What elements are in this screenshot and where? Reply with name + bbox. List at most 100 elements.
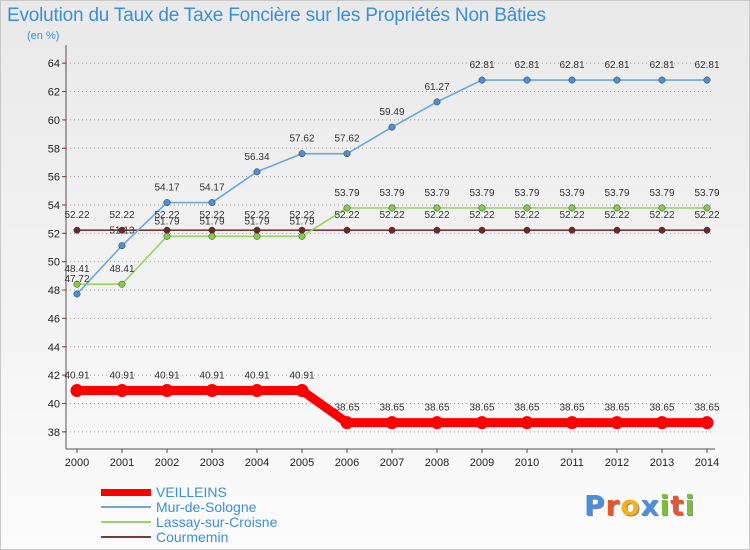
point-lassay-sur-croisne-2013 bbox=[658, 204, 666, 212]
point-veilleins-2011 bbox=[565, 416, 579, 430]
point-lassay-sur-croisne-2003 bbox=[208, 232, 216, 240]
legend-item-mur-de-sologne[interactable]: Mur-de-Sologne bbox=[101, 500, 321, 515]
data-label-veilleins-2002: 40.91 bbox=[154, 371, 179, 382]
legend-item-veilleins[interactable]: VEILLEINS bbox=[101, 485, 321, 500]
point-lassay-sur-croisne-2007 bbox=[388, 204, 396, 212]
y-tick-label-62: 62 bbox=[48, 87, 60, 99]
point-veilleins-2004 bbox=[250, 384, 264, 398]
point-courmemin-2004 bbox=[253, 226, 261, 234]
point-mur-de-sologne-2004 bbox=[253, 168, 261, 176]
point-courmemin-2005 bbox=[298, 226, 306, 234]
data-label-lassay-sur-croisne-2003: 51.79 bbox=[199, 216, 224, 227]
point-mur-de-sologne-2000 bbox=[73, 290, 81, 298]
data-label-veilleins-2012: 38.65 bbox=[604, 403, 629, 414]
point-veilleins-2000 bbox=[70, 384, 84, 398]
data-label-mur-de-sologne-2005: 57.62 bbox=[289, 134, 314, 145]
data-label-mur-de-sologne-2009: 62.81 bbox=[469, 60, 494, 71]
point-lassay-sur-croisne-2000 bbox=[73, 280, 81, 288]
legend-swatch-courmemin bbox=[101, 536, 151, 538]
x-tick-label-2014: 2014 bbox=[695, 457, 719, 469]
data-label-mur-de-sologne-2010: 62.81 bbox=[514, 60, 539, 71]
point-lassay-sur-croisne-2012 bbox=[613, 204, 621, 212]
data-label-courmemin-2009: 52.22 bbox=[469, 210, 494, 221]
x-tick-label-2010: 2010 bbox=[515, 457, 539, 469]
x-tick-label-2004: 2004 bbox=[245, 457, 269, 469]
data-label-veilleins-2004: 40.91 bbox=[244, 371, 269, 382]
point-courmemin-2011 bbox=[568, 226, 576, 234]
point-courmemin-2006 bbox=[343, 226, 351, 234]
data-label-lassay-sur-croisne-2002: 51.79 bbox=[154, 216, 179, 227]
data-label-veilleins-2006: 38.65 bbox=[334, 403, 359, 414]
logo-letter: x bbox=[640, 489, 660, 522]
data-label-veilleins-2011: 38.65 bbox=[559, 403, 584, 414]
data-label-lassay-sur-croisne-2001: 48.41 bbox=[109, 264, 134, 275]
data-label-lassay-sur-croisne-2009: 53.79 bbox=[469, 188, 494, 199]
point-mur-de-sologne-2006 bbox=[343, 150, 351, 158]
data-label-mur-de-sologne-2008: 61.27 bbox=[424, 82, 449, 93]
data-label-veilleins-2003: 40.91 bbox=[199, 371, 224, 382]
legend-swatch-lassay-sur-croisne bbox=[101, 521, 151, 523]
data-label-mur-de-sologne-2002: 54.17 bbox=[154, 183, 179, 194]
data-label-courmemin-2013: 52.22 bbox=[649, 210, 674, 221]
data-label-lassay-sur-croisne-2004: 51.79 bbox=[244, 216, 269, 227]
data-label-mur-de-sologne-2001: 51.13 bbox=[109, 226, 134, 237]
point-lassay-sur-croisne-2001 bbox=[118, 280, 126, 288]
data-label-courmemin-2004: 52.22 bbox=[244, 210, 269, 221]
point-veilleins-2010 bbox=[520, 416, 534, 430]
point-mur-de-sologne-2005 bbox=[298, 150, 306, 158]
axis-layer: 38 40 42 44 46 48 50 52 54 56 58 60 62 64 2000 2001 2002… bbox=[48, 45, 719, 469]
point-courmemin-2001 bbox=[118, 226, 126, 234]
data-label-veilleins-2010: 38.65 bbox=[514, 403, 539, 414]
y-tick-label-50: 50 bbox=[48, 257, 60, 269]
data-label-mur-de-sologne-2004: 56.34 bbox=[244, 152, 269, 163]
data-label-mur-de-sologne-2011: 62.81 bbox=[559, 60, 584, 71]
point-veilleins-2012 bbox=[610, 416, 624, 430]
y-tick-label-38: 38 bbox=[48, 427, 60, 439]
legend-item-lassay-sur-croisne[interactable]: Lassay-sur-Croisne bbox=[101, 515, 321, 530]
data-label-lassay-sur-croisne-2010: 53.79 bbox=[514, 188, 539, 199]
x-tick-label-2006: 2006 bbox=[335, 457, 359, 469]
legend-swatch-veilleins bbox=[101, 489, 151, 496]
data-label-courmemin-2002: 52.22 bbox=[154, 210, 179, 221]
logo-letter: i bbox=[684, 489, 696, 522]
x-tick-label-2013: 2013 bbox=[650, 457, 674, 469]
logo-letter: r bbox=[605, 489, 621, 522]
data-label-veilleins-2005: 40.91 bbox=[289, 371, 314, 382]
data-label-courmemin-2005: 52.22 bbox=[289, 210, 314, 221]
data-label-mur-de-sologne-2013: 62.81 bbox=[649, 60, 674, 71]
point-mur-de-sologne-2014 bbox=[703, 76, 711, 84]
point-mur-de-sologne-2002 bbox=[163, 199, 171, 207]
point-veilleins-2013 bbox=[655, 416, 669, 430]
data-label-courmemin-2003: 52.22 bbox=[199, 210, 224, 221]
data-label-lassay-sur-croisne-2005: 51.79 bbox=[289, 216, 314, 227]
data-label-veilleins-2008: 38.65 bbox=[424, 403, 449, 414]
point-mur-de-sologne-2003 bbox=[208, 199, 216, 207]
x-tick-label-2012: 2012 bbox=[605, 457, 629, 469]
x-tick-label-2001: 2001 bbox=[110, 457, 134, 469]
data-label-veilleins-2014: 38.65 bbox=[694, 403, 719, 414]
point-courmemin-2002 bbox=[163, 226, 171, 234]
data-label-lassay-sur-croisne-2006: 53.79 bbox=[334, 188, 359, 199]
logo-letter: t bbox=[670, 489, 685, 522]
data-label-lassay-sur-croisne-2013: 53.79 bbox=[649, 188, 674, 199]
point-courmemin-2010 bbox=[523, 226, 531, 234]
x-tick-label-2009: 2009 bbox=[470, 457, 494, 469]
point-mur-de-sologne-2009 bbox=[478, 76, 486, 84]
point-veilleins-2008 bbox=[430, 416, 444, 430]
point-courmemin-2003 bbox=[208, 226, 216, 234]
point-courmemin-2008 bbox=[433, 226, 441, 234]
logo-letter: P bbox=[584, 489, 606, 522]
legend-item-courmemin[interactable]: Courmemin bbox=[101, 530, 321, 545]
x-tick-label-2000: 2000 bbox=[65, 457, 89, 469]
data-label-mur-de-sologne-2003: 54.17 bbox=[199, 183, 224, 194]
data-label-mur-de-sologne-2014: 62.81 bbox=[694, 60, 719, 71]
point-lassay-sur-croisne-2009 bbox=[478, 204, 486, 212]
logo-letter: i bbox=[659, 489, 671, 522]
data-label-lassay-sur-croisne-2007: 53.79 bbox=[379, 188, 404, 199]
data-label-mur-de-sologne-2012: 62.81 bbox=[604, 60, 629, 71]
point-courmemin-2000 bbox=[73, 226, 81, 234]
point-courmemin-2012 bbox=[613, 226, 621, 234]
point-courmemin-2014 bbox=[703, 226, 711, 234]
x-tick-label-2007: 2007 bbox=[380, 457, 404, 469]
